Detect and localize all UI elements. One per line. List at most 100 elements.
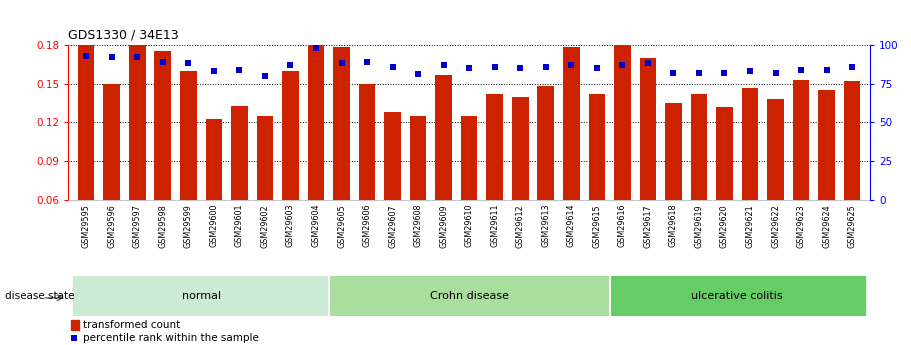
Point — [385, 64, 400, 69]
Text: GSM29599: GSM29599 — [184, 204, 193, 248]
Text: GSM29621: GSM29621 — [745, 204, 754, 247]
Text: GSM29602: GSM29602 — [261, 204, 270, 247]
Bar — [359, 84, 375, 200]
Bar — [742, 88, 758, 200]
Point — [691, 70, 706, 76]
Bar — [793, 80, 809, 200]
Point — [130, 55, 145, 60]
Bar — [329, 276, 609, 316]
Point — [666, 70, 681, 76]
Text: percentile rank within the sample: percentile rank within the sample — [83, 333, 259, 343]
Text: GSM29624: GSM29624 — [822, 204, 831, 247]
Bar — [512, 97, 528, 200]
Bar — [435, 75, 452, 200]
Point — [411, 72, 425, 77]
Bar — [665, 103, 681, 200]
Point — [844, 64, 859, 69]
Point — [67, 335, 82, 341]
Point — [487, 64, 502, 69]
Point — [309, 45, 323, 51]
Bar — [640, 58, 656, 200]
Bar — [129, 34, 146, 200]
Text: GSM29610: GSM29610 — [465, 204, 474, 247]
Text: GSM29612: GSM29612 — [516, 204, 525, 247]
Text: Crohn disease: Crohn disease — [430, 291, 508, 301]
Point — [181, 61, 196, 66]
Text: GSM29616: GSM29616 — [618, 204, 627, 247]
Point — [79, 53, 94, 59]
Text: GSM29601: GSM29601 — [235, 204, 244, 247]
Text: GSM29623: GSM29623 — [796, 204, 805, 247]
Text: GSM29611: GSM29611 — [490, 204, 499, 247]
Text: transformed count: transformed count — [83, 320, 180, 330]
Point — [462, 66, 476, 71]
Bar — [74, 276, 329, 316]
Bar — [716, 107, 732, 200]
Text: GSM29614: GSM29614 — [567, 204, 576, 247]
Text: GSM29597: GSM29597 — [133, 204, 142, 248]
Text: GSM29596: GSM29596 — [107, 204, 117, 248]
Bar — [589, 94, 605, 200]
Point — [513, 66, 527, 71]
Bar — [563, 47, 579, 200]
Bar — [180, 71, 197, 200]
Bar — [818, 90, 834, 200]
Text: GSM29606: GSM29606 — [363, 204, 372, 247]
Text: GSM29619: GSM29619 — [694, 204, 703, 247]
Point — [105, 55, 119, 60]
Bar — [844, 81, 860, 200]
Bar — [609, 276, 865, 316]
Point — [564, 62, 578, 68]
Text: disease state: disease state — [5, 291, 74, 301]
Text: GSM29604: GSM29604 — [312, 204, 321, 247]
Text: ulcerative colitis: ulcerative colitis — [691, 291, 783, 301]
Text: GSM29595: GSM29595 — [82, 204, 91, 248]
Bar — [614, 42, 630, 200]
Point — [640, 61, 655, 66]
Text: GSM29622: GSM29622 — [771, 204, 780, 248]
Text: GSM29607: GSM29607 — [388, 204, 397, 247]
Bar — [537, 86, 554, 200]
Text: GSM29608: GSM29608 — [414, 204, 423, 247]
Point — [334, 61, 349, 66]
Point — [768, 70, 783, 76]
Text: GSM29603: GSM29603 — [286, 204, 295, 247]
Bar — [282, 71, 299, 200]
Bar — [410, 116, 426, 200]
Point — [156, 59, 170, 65]
Point — [819, 67, 834, 72]
Bar — [78, 45, 95, 200]
Bar — [486, 94, 503, 200]
Point — [360, 59, 374, 65]
Bar — [257, 116, 273, 200]
Bar — [461, 116, 477, 200]
Text: GSM29605: GSM29605 — [337, 204, 346, 247]
Bar — [767, 99, 783, 200]
Text: GSM29598: GSM29598 — [159, 204, 168, 248]
Bar — [333, 47, 350, 200]
Bar — [206, 119, 222, 200]
Text: GSM29625: GSM29625 — [847, 204, 856, 248]
Point — [538, 64, 553, 69]
Point — [793, 67, 808, 72]
Text: GSM29615: GSM29615 — [592, 204, 601, 247]
Point — [207, 68, 221, 74]
Point — [717, 70, 732, 76]
Point — [436, 62, 451, 68]
Point — [589, 66, 604, 71]
Bar — [71, 320, 79, 330]
Bar — [231, 106, 248, 200]
Point — [615, 62, 630, 68]
Text: GSM29620: GSM29620 — [720, 204, 729, 247]
Text: GSM29618: GSM29618 — [669, 204, 678, 247]
Text: GSM29613: GSM29613 — [541, 204, 550, 247]
Point — [283, 62, 298, 68]
Bar — [308, 0, 324, 200]
Point — [232, 67, 247, 72]
Text: GDS1330 / 34E13: GDS1330 / 34E13 — [68, 28, 179, 41]
Text: GSM29617: GSM29617 — [643, 204, 652, 247]
Bar — [155, 51, 171, 200]
Bar — [691, 94, 707, 200]
Bar — [104, 84, 120, 200]
Text: GSM29609: GSM29609 — [439, 204, 448, 247]
